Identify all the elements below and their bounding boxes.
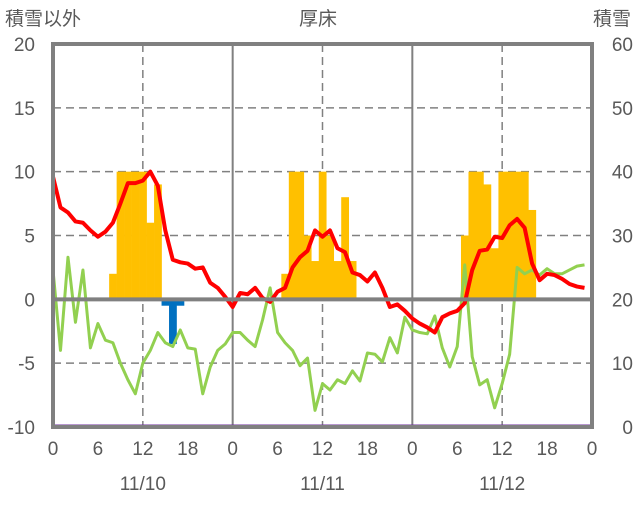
x-tick-label: 12 [492, 439, 513, 460]
x-tick-label: 0 [48, 439, 59, 460]
left-tick-label: 15 [14, 99, 35, 120]
blue-bars-bar [176, 299, 185, 306]
blue-bars-bar [169, 299, 177, 345]
right-tick-label: 50 [612, 99, 633, 120]
x-tick-label: 0 [587, 439, 598, 460]
orange-bars-bar [303, 235, 312, 300]
green-line [53, 255, 585, 412]
orange-bars-bar [490, 248, 499, 300]
orange-bars-bar [505, 171, 514, 300]
left-tick-label: 0 [24, 290, 35, 311]
left-tick-label: -5 [18, 354, 35, 375]
x-tick-label: 0 [407, 439, 418, 460]
orange-bars-bar [333, 261, 342, 300]
date-label: 11/11 [300, 474, 345, 495]
red-line-snow-depth [53, 169, 585, 335]
orange-bars-bar [124, 171, 132, 300]
left-tick-label: 5 [24, 227, 35, 248]
left-tick-label: -10 [8, 418, 35, 439]
orange-bars-bar [116, 171, 125, 300]
left-tick-label: 20 [14, 35, 35, 56]
orange-bars-bar [131, 171, 140, 300]
x-tick-label: 18 [537, 439, 558, 460]
right-tick-label: 20 [612, 290, 633, 311]
x-tick-label: 6 [93, 439, 104, 460]
blue-bars-bar [161, 299, 170, 306]
left-axis-title: 積雪以外 [5, 8, 81, 30]
plot-border [51, 42, 594, 429]
chart-title: 厚床 [299, 8, 337, 30]
right-tick-label: 60 [612, 35, 633, 56]
orange-bars-bar [326, 235, 335, 300]
orange-bars-bar [288, 171, 297, 300]
orange-bars-bar [311, 261, 320, 300]
right-tick-label: 30 [612, 227, 633, 248]
x-tick-label: 6 [272, 439, 283, 460]
x-tick-label: 18 [177, 439, 198, 460]
left-tick-label: 10 [14, 163, 35, 184]
plot-frame [51, 42, 594, 429]
orange-bars-bar [468, 171, 477, 300]
orange-bars-bar [139, 171, 147, 300]
date-label: 11/12 [479, 474, 525, 495]
orange-bars-bar [483, 184, 492, 300]
orange-bars-bar [513, 171, 522, 300]
x-tick-label: 12 [312, 439, 333, 460]
orange-bars-bar [109, 273, 117, 300]
x-tick-label: 6 [452, 439, 463, 460]
right-tick-label: 40 [612, 163, 633, 184]
orange-bars-bar [341, 197, 350, 300]
right-tick-label: 0 [622, 418, 633, 439]
orange-bars-bar [296, 171, 305, 300]
orange-bars-bar [146, 222, 155, 300]
x-tick-label: 0 [227, 439, 238, 460]
date-label: 11/10 [120, 474, 166, 495]
orange-bars-bar [475, 171, 484, 300]
right-axis-title: 積雪 [593, 8, 631, 30]
x-tick-label: 18 [357, 439, 378, 460]
orange-bars-bar [154, 184, 162, 300]
x-tick-label: 12 [132, 439, 153, 460]
right-tick-label: 10 [612, 354, 633, 375]
orange-bars-bar [348, 261, 357, 300]
